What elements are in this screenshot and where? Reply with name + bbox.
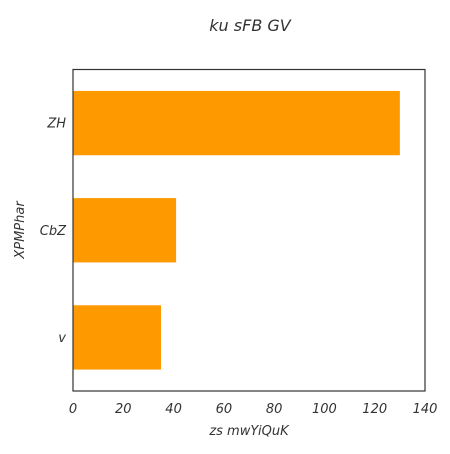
x-tick-label: 140: [413, 402, 438, 417]
y-axis-label: XPMPhar: [13, 200, 28, 260]
y-tick-label: CbZ: [40, 224, 67, 239]
bars-layer: [73, 90, 400, 370]
x-tick-label: 40: [165, 402, 182, 417]
plot-frame: [72, 68, 426, 392]
chart-title: ku sFB GV: [209, 16, 291, 35]
x-tick-label: 0: [69, 402, 77, 417]
x-tick-label: 80: [266, 402, 283, 417]
x-tick-label: 120: [362, 402, 387, 417]
bar-zh: [73, 90, 400, 156]
x-axis-label: zs mwYiQuK: [208, 424, 290, 439]
x-tick-label: 60: [216, 402, 233, 417]
y-tick-label: ZH: [46, 117, 66, 132]
x-tick-label: 20: [115, 402, 132, 417]
bar-cbz: [73, 198, 177, 263]
x-tick-label: 100: [312, 402, 337, 417]
bar-v: [73, 305, 161, 370]
ticks-layer: ZH CbZ v 0 20 40 60 80 100 120 140: [40, 117, 438, 417]
y-tick-label: v: [58, 331, 66, 346]
